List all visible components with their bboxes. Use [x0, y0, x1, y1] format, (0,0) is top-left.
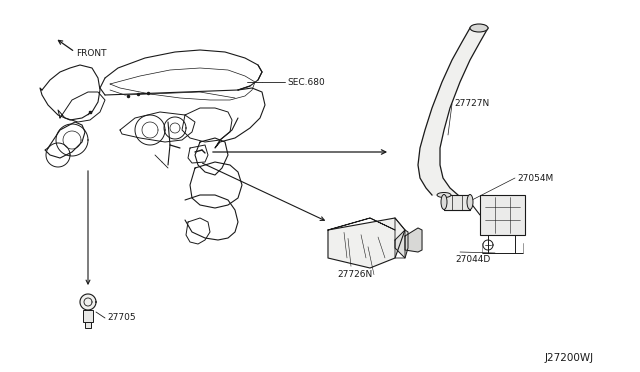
Polygon shape — [444, 195, 470, 210]
Polygon shape — [80, 294, 96, 310]
Ellipse shape — [467, 195, 473, 209]
Polygon shape — [418, 28, 488, 195]
Polygon shape — [328, 218, 405, 268]
Ellipse shape — [441, 195, 447, 209]
Text: FRONT: FRONT — [76, 48, 106, 58]
Polygon shape — [405, 228, 422, 252]
Text: 27727N: 27727N — [454, 99, 489, 108]
Ellipse shape — [437, 192, 451, 198]
Text: J27200WJ: J27200WJ — [545, 353, 594, 363]
Text: 27726N: 27726N — [337, 270, 372, 279]
Text: 27044D: 27044D — [455, 255, 490, 264]
Polygon shape — [395, 230, 408, 258]
Text: SEC.680: SEC.680 — [287, 77, 324, 87]
Text: 27054M: 27054M — [517, 173, 553, 183]
Text: 27705: 27705 — [107, 314, 136, 323]
Polygon shape — [328, 218, 395, 230]
Bar — [480, 195, 525, 235]
Bar — [85, 322, 91, 328]
Ellipse shape — [470, 24, 488, 32]
Bar — [83, 310, 93, 322]
